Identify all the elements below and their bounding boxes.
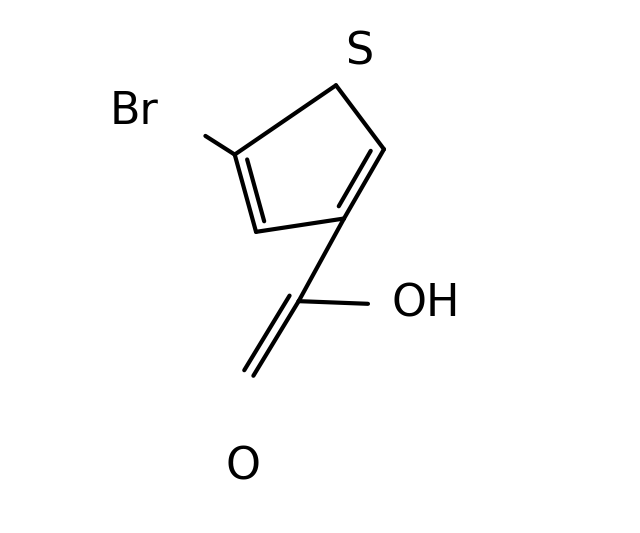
Text: S: S	[346, 30, 374, 74]
Text: OH: OH	[392, 282, 460, 325]
Text: O: O	[225, 445, 260, 488]
Text: Br: Br	[109, 91, 158, 133]
